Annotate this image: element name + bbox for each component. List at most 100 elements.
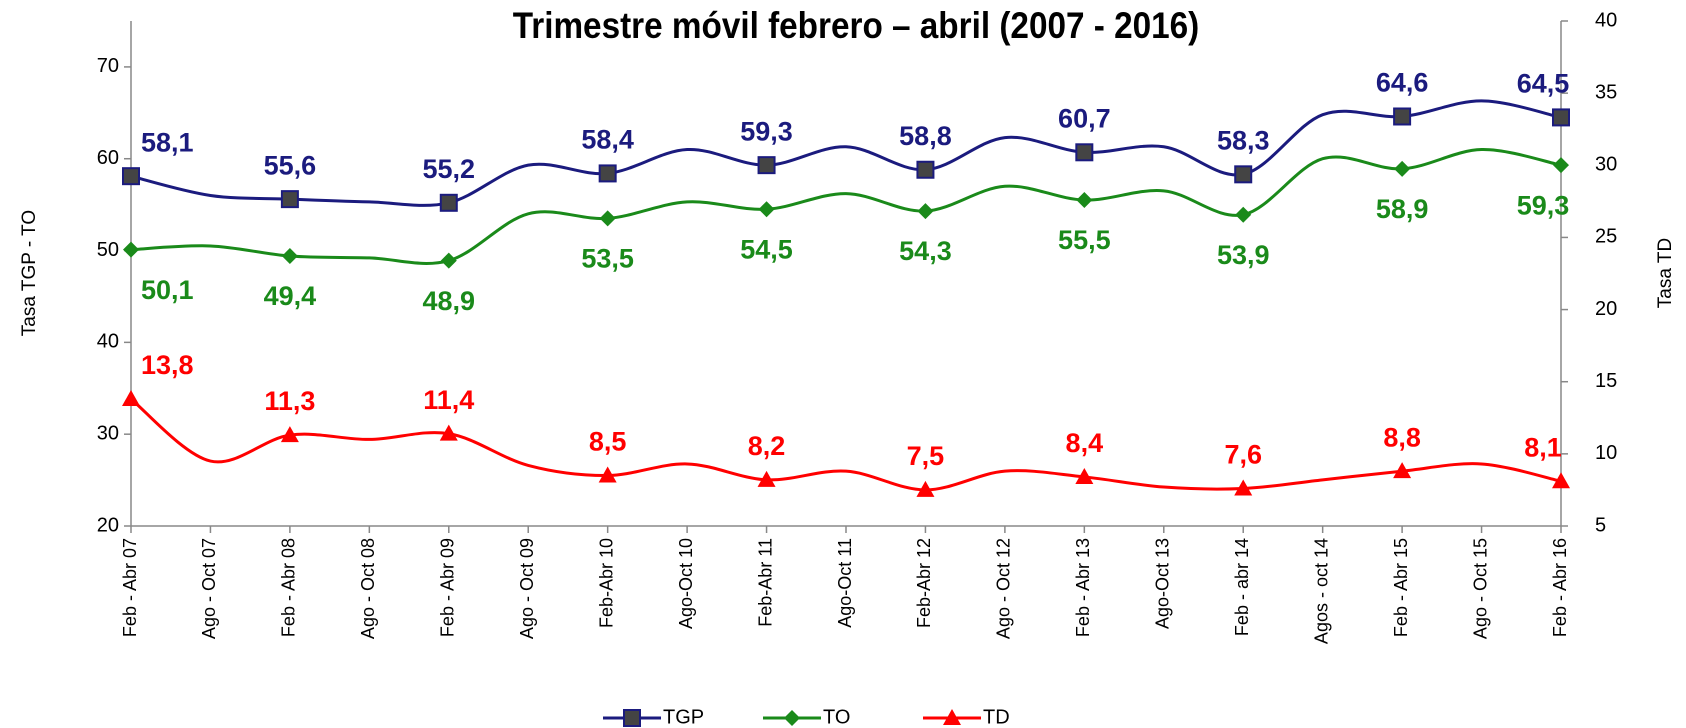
marker — [122, 390, 140, 407]
marker — [943, 709, 961, 725]
data-label: 8,2 — [748, 431, 786, 461]
series-line — [130, 99, 1562, 207]
y2-tick-label: 40 — [1595, 9, 1617, 31]
marker — [916, 480, 935, 497]
x-tick-label: Agos - oct 14 — [1311, 538, 1331, 644]
marker — [281, 248, 298, 265]
data-label: 58,3 — [1217, 125, 1270, 155]
y-tick-label: 70 — [97, 55, 119, 77]
marker — [917, 203, 934, 220]
marker — [280, 190, 299, 209]
x-tick-label: Feb-Abr 12 — [914, 538, 934, 628]
x-tick-label: Feb-Abr 10 — [596, 538, 616, 628]
marker — [1235, 206, 1252, 223]
legend-label: TGP — [663, 706, 704, 728]
marker — [440, 252, 457, 269]
data-label: 58,8 — [899, 121, 952, 151]
y-tick-label: 50 — [97, 239, 119, 261]
data-label: 60,7 — [1058, 103, 1111, 133]
y2-tick-label: 15 — [1595, 370, 1617, 392]
marker — [758, 201, 775, 218]
x-tick-label: Feb - Abr 15 — [1391, 538, 1411, 637]
y2-tick-label: 20 — [1595, 298, 1617, 320]
marker — [1553, 157, 1569, 174]
data-label: 55,5 — [1058, 225, 1111, 255]
data-label: 8,4 — [1066, 428, 1104, 458]
data-label: 64,6 — [1376, 68, 1429, 98]
marker — [623, 709, 641, 727]
x-tick-label: Ago - Oct 09 — [517, 538, 537, 639]
data-label: 11,3 — [264, 386, 315, 416]
legend-label: TD — [983, 706, 1010, 728]
marker — [1393, 107, 1412, 126]
marker — [1075, 143, 1094, 162]
marker — [1234, 479, 1253, 496]
y2-tick-label: 10 — [1595, 442, 1617, 464]
data-label: 55,6 — [264, 150, 317, 180]
marker — [1075, 467, 1094, 484]
y-tick-label: 30 — [97, 422, 119, 444]
marker — [1076, 192, 1093, 209]
data-label: 7,6 — [1224, 440, 1262, 470]
marker — [784, 710, 800, 726]
data-label: 58,1 — [141, 127, 194, 157]
x-tick-label: Ago-Oct 13 — [1153, 538, 1173, 629]
y-axis-label: Tasa TGP - TO — [19, 210, 40, 336]
data-label: 59,3 — [740, 116, 793, 146]
y2-tick-label: 35 — [1595, 81, 1617, 103]
x-tick-label: Feb - Abr 13 — [1073, 538, 1093, 637]
marker — [439, 424, 458, 441]
x-tick-label: Feb - Abr 08 — [279, 538, 299, 637]
marker — [1394, 160, 1411, 177]
x-tick-label: Ago - Oct 08 — [358, 538, 378, 639]
y2-tick-label: 30 — [1595, 154, 1617, 176]
series-line — [130, 397, 1562, 492]
data-label: 13,8 — [141, 350, 194, 380]
marker — [916, 160, 935, 179]
x-tick-label: Feb-Abr 11 — [755, 538, 775, 627]
data-label: 8,1 — [1524, 432, 1562, 462]
marker — [598, 164, 617, 183]
y-tick-label: 60 — [97, 147, 119, 169]
x-tick-label: Ago - Oct 07 — [199, 538, 219, 639]
data-label: 7,5 — [907, 441, 945, 471]
data-label: 54,3 — [899, 236, 952, 266]
x-tick-label: Feb - Abr 09 — [438, 538, 458, 637]
marker — [757, 156, 776, 175]
x-tick-label: Ago - Oct 12 — [994, 538, 1014, 639]
y-tick-label: 40 — [97, 331, 119, 353]
marker — [1552, 472, 1570, 489]
marker — [123, 241, 139, 258]
x-tick-label: Ago-Oct 10 — [676, 538, 696, 629]
series-line — [130, 148, 1562, 265]
data-label: 49,4 — [264, 281, 317, 311]
marker — [439, 193, 458, 212]
data-label: 59,3 — [1517, 190, 1570, 220]
data-label: 11,4 — [423, 385, 474, 415]
chart-title: Trimestre móvil febrero – abril (2007 - … — [513, 5, 1199, 46]
data-label: 8,8 — [1383, 422, 1421, 452]
data-label: 58,9 — [1376, 194, 1429, 224]
data-label: 53,9 — [1217, 240, 1270, 270]
y2-tick-label: 25 — [1595, 226, 1617, 248]
marker — [757, 470, 776, 487]
data-label: 54,5 — [740, 234, 793, 264]
marker — [599, 210, 616, 227]
y2-tick-label: 5 — [1595, 514, 1606, 536]
data-label: 48,9 — [422, 286, 475, 316]
data-label: 53,5 — [581, 244, 634, 274]
marker — [1234, 165, 1253, 184]
data-label: 8,5 — [589, 427, 627, 457]
marker — [1552, 108, 1570, 127]
x-tick-label: Feb - Abr 07 — [120, 538, 140, 637]
marker — [280, 426, 299, 443]
data-label: 58,4 — [581, 125, 634, 155]
marker — [122, 167, 140, 186]
x-tick-label: Ago-Oct 11 — [835, 538, 855, 628]
x-tick-label: Ago - Oct 15 — [1470, 538, 1490, 639]
marker — [1393, 462, 1412, 479]
marker — [598, 466, 617, 483]
legend-label: TO — [823, 706, 850, 728]
y2-axis-label: Tasa TD — [1655, 238, 1676, 308]
